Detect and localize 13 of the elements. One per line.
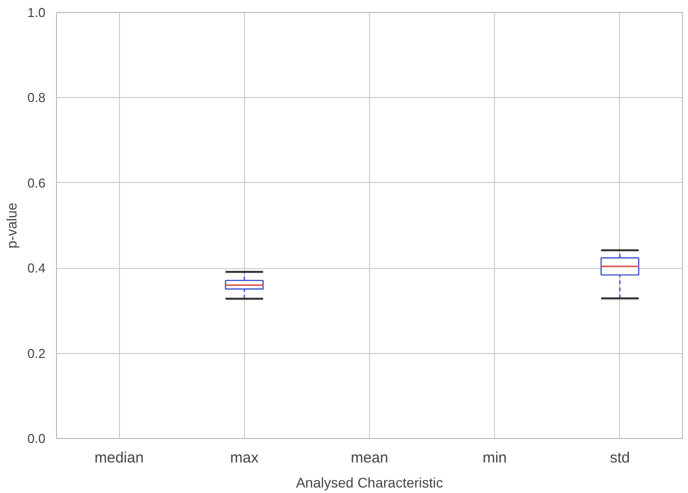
x-tick-label: min — [482, 450, 507, 466]
x-tick-label: median — [94, 450, 144, 466]
y-tick-label: 0.6 — [27, 175, 46, 190]
x-axis-title: Analysed Characteristic — [296, 474, 444, 490]
y-tick-label: 0.2 — [27, 346, 46, 361]
y-tick-label: 0.4 — [27, 260, 46, 276]
y-tick-label: 0.0 — [27, 431, 46, 446]
y-axis-title: p-value — [3, 202, 20, 248]
x-tick-label: std — [610, 450, 630, 466]
y-tick-label: 0.8 — [27, 90, 46, 106]
x-tick-label: max — [230, 450, 259, 466]
x-tick-label: mean — [350, 450, 388, 466]
y-tick-label: 1.0 — [27, 5, 46, 20]
